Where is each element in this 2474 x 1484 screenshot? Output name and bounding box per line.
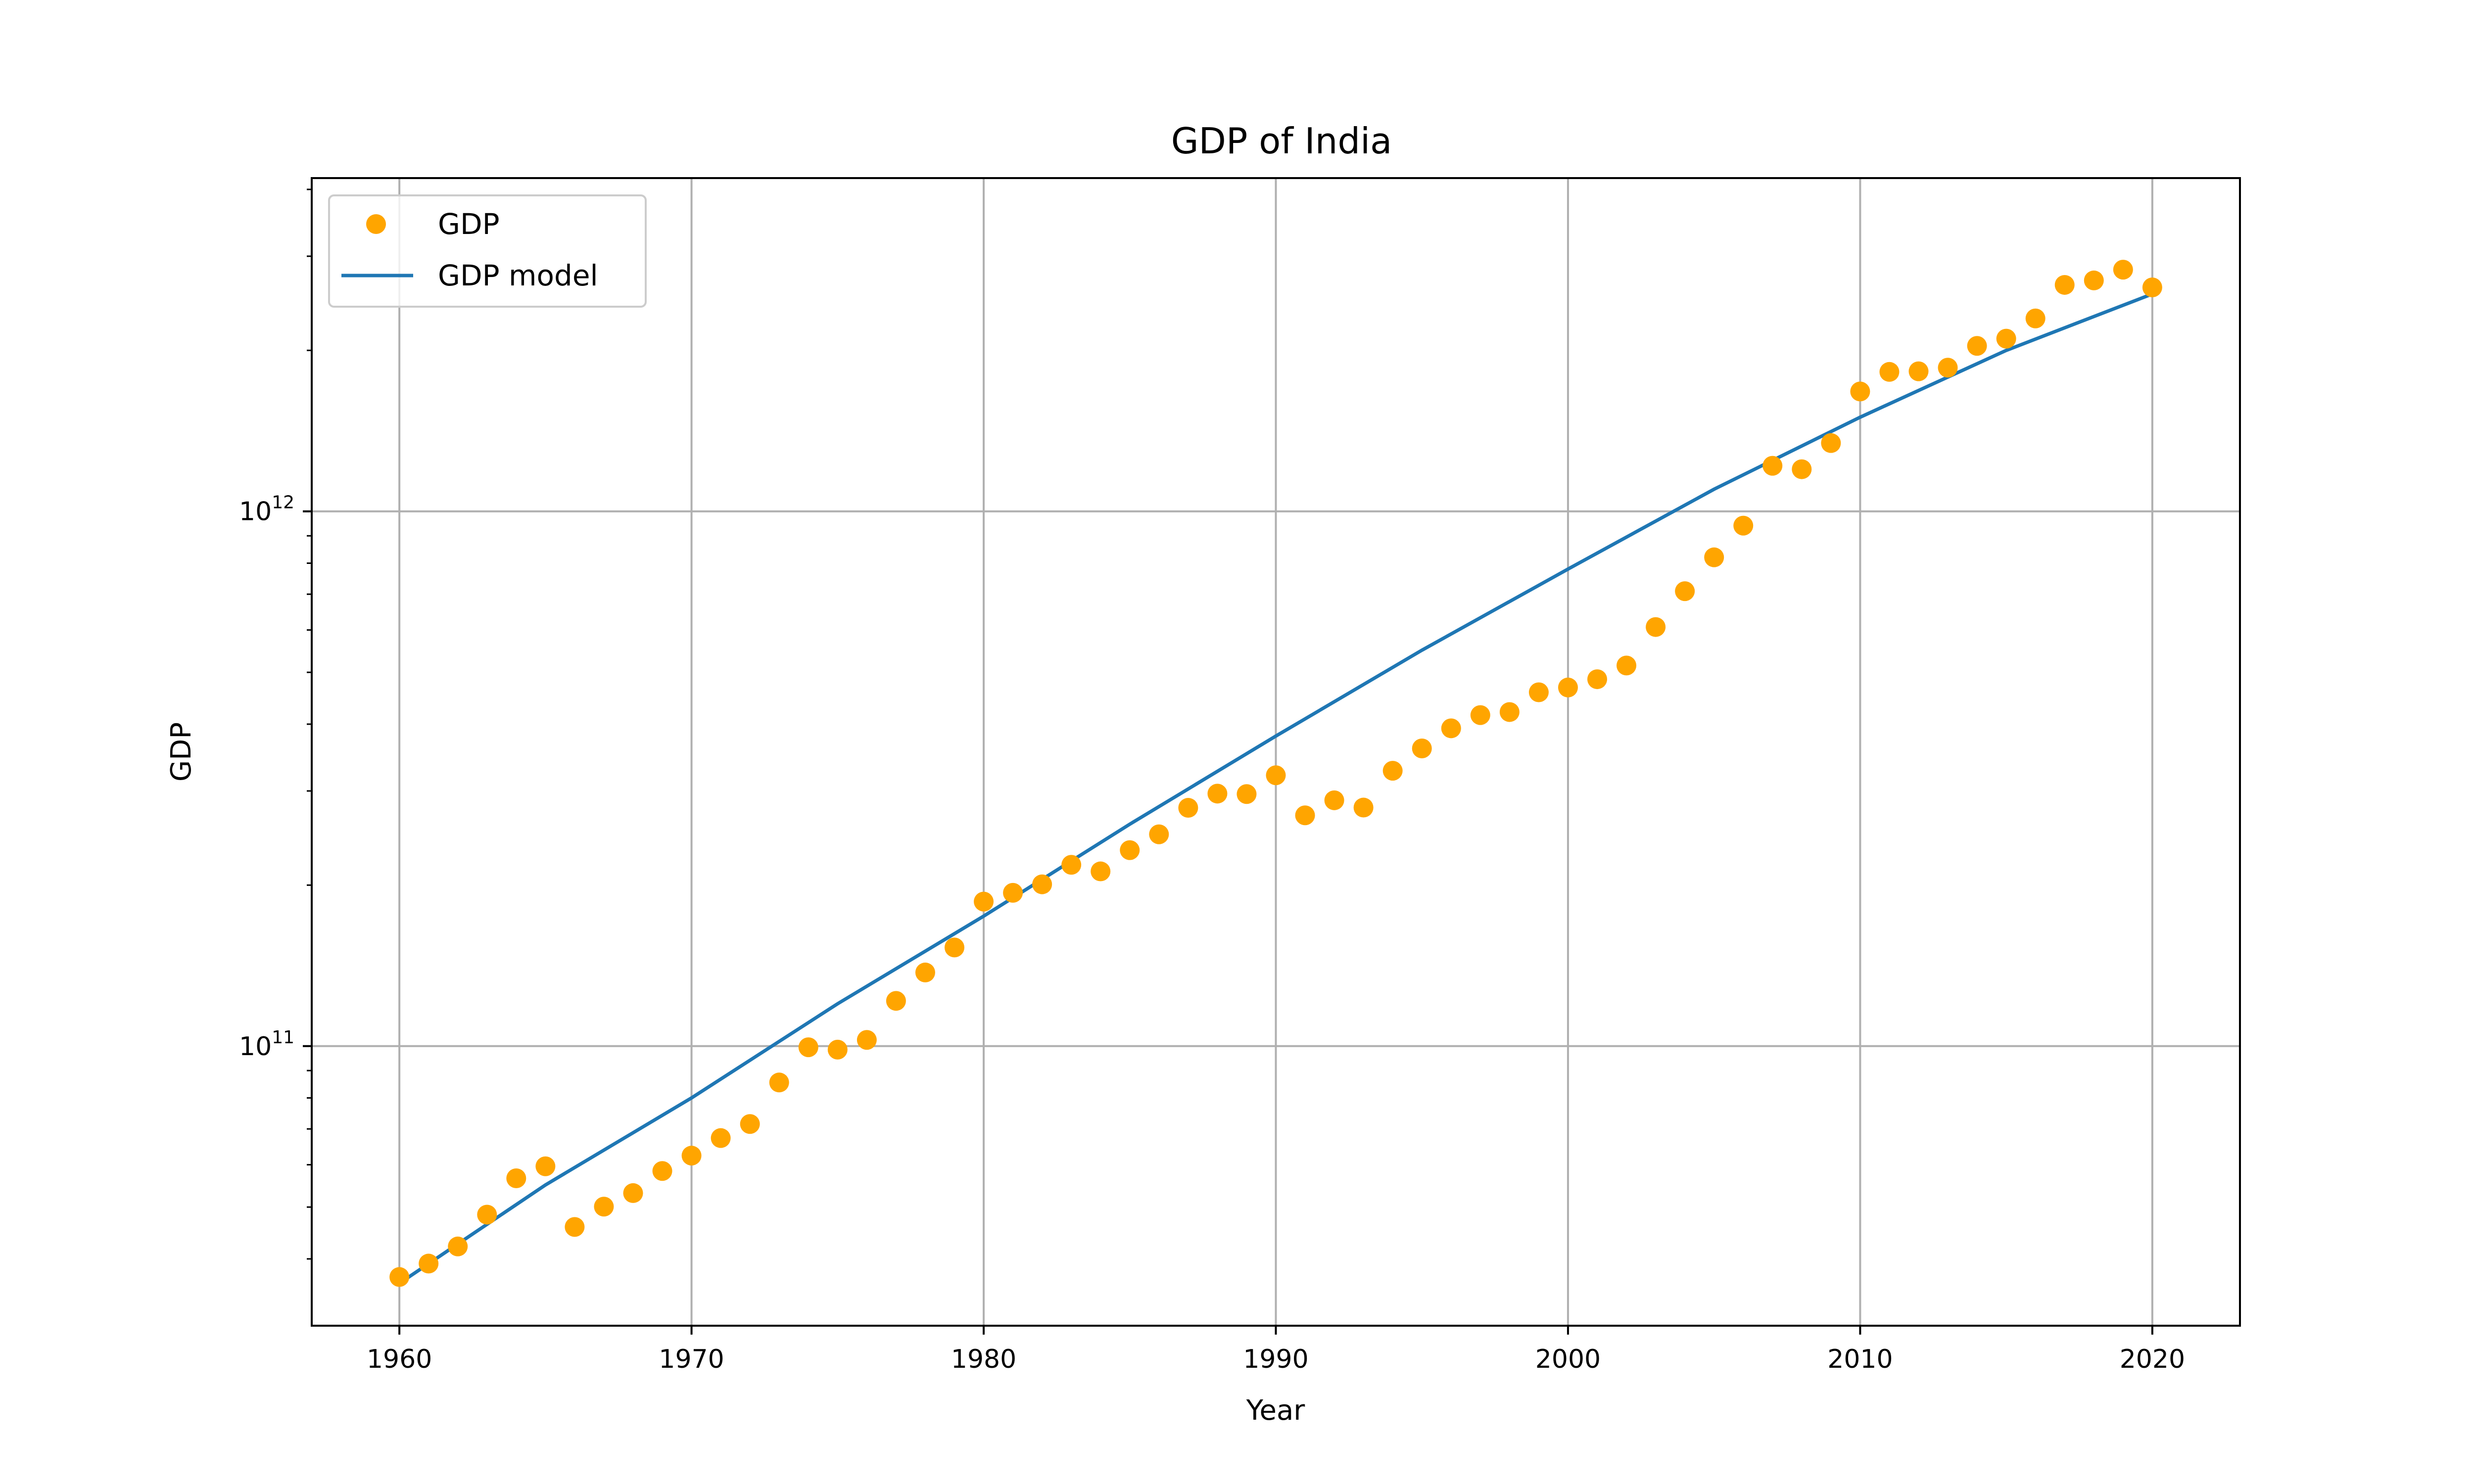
gdp-point <box>477 1205 497 1225</box>
gdp-point <box>1617 655 1637 676</box>
gdp-point <box>506 1168 526 1188</box>
y-tick-label: 1011 <box>239 1027 294 1062</box>
gdp-point <box>623 1183 643 1203</box>
gdp-point <box>448 1236 468 1256</box>
gdp-point <box>1996 328 2016 349</box>
legend-gdp-model-label: GDP model <box>438 259 598 292</box>
gdp-point <box>1149 824 1169 844</box>
x-tick-label: 2000 <box>1535 1345 1601 1374</box>
x-tick-label: 1980 <box>951 1345 1016 1374</box>
gdp-point <box>1032 874 1052 894</box>
gdp-point <box>974 891 994 912</box>
gdp-point <box>1295 805 1315 826</box>
gdp-point <box>1061 855 1082 875</box>
x-axis: 1960 1970 1980 1990 2000 2010 2020 <box>367 1326 2185 1374</box>
x-tick-label: 2020 <box>2120 1345 2185 1374</box>
y-tick-label: 1012 <box>239 493 294 527</box>
gdp-point <box>915 962 935 982</box>
y-axis: 1011 1012 <box>239 493 312 1062</box>
gdp-point <box>945 937 964 958</box>
gdp-point <box>1587 669 1607 690</box>
gdp-point <box>1733 515 1754 536</box>
gdp-point <box>1704 547 1724 567</box>
gdp-point <box>740 1114 760 1134</box>
chart-title: GDP of India <box>1171 120 1392 162</box>
gdp-point <box>1879 362 1900 382</box>
gdp-point <box>1091 861 1111 881</box>
y-axis-label: GDP <box>165 722 197 782</box>
gdp-point <box>1353 797 1374 818</box>
gdp-point <box>886 991 906 1011</box>
gdp-point <box>1908 361 1929 381</box>
gdp-point <box>1470 705 1490 725</box>
gdp-point <box>2142 278 2162 298</box>
gdp-point <box>652 1161 672 1181</box>
plot-frame <box>311 177 2241 1327</box>
gdp-point <box>1646 617 1666 637</box>
gdp-point <box>1850 381 1870 402</box>
gdp-point <box>1938 358 1958 378</box>
gdp-point <box>2054 275 2075 295</box>
legend-box <box>328 194 647 308</box>
gdp-point <box>798 1037 818 1058</box>
legend: GDP GDP model <box>328 194 647 308</box>
gdp-point <box>711 1128 731 1148</box>
x-tick-label: 1990 <box>1243 1345 1308 1374</box>
gdp-point <box>1382 761 1403 781</box>
gdp-point <box>1207 784 1228 804</box>
x-tick-label: 1970 <box>659 1345 724 1374</box>
gdp-point <box>1762 456 1783 476</box>
gdp-point <box>1821 433 1841 453</box>
gdp-point <box>594 1197 614 1217</box>
gdp-point <box>2084 270 2104 290</box>
gdp-point <box>1675 581 1695 602</box>
x-tick-label: 2010 <box>1827 1345 1893 1374</box>
gdp-point <box>856 1030 877 1050</box>
gdp-point <box>1967 336 1987 356</box>
gdp-point <box>1792 459 1812 479</box>
gdp-point <box>2113 260 2133 280</box>
gdp-point <box>1499 702 1520 722</box>
gdp-point <box>1528 682 1549 702</box>
gdp-point <box>1178 798 1198 818</box>
gdp-point <box>1558 677 1578 697</box>
gdp-model-line <box>398 292 2153 1285</box>
gdp-point <box>2025 308 2046 328</box>
gdp-points <box>389 260 2162 1287</box>
gdp-point <box>1237 784 1257 804</box>
gdp-point <box>535 1156 556 1176</box>
x-tick-label: 1960 <box>367 1345 432 1374</box>
gdp-point <box>1120 840 1140 860</box>
gdp-point <box>681 1146 702 1166</box>
gdp-point <box>565 1217 585 1237</box>
gdp-point <box>827 1039 848 1060</box>
gdp-point <box>1324 790 1344 810</box>
grid-lines <box>312 178 2240 1326</box>
legend-gdp-label: GDP <box>438 207 500 241</box>
legend-gdp-marker <box>366 214 386 234</box>
gdp-point <box>1412 738 1432 758</box>
gdp-point <box>1003 882 1023 903</box>
gdp-point <box>1441 718 1461 739</box>
gdp-point <box>419 1253 439 1274</box>
x-axis-label: Year <box>1246 1394 1306 1427</box>
gdp-point <box>389 1267 410 1287</box>
gdp-point <box>769 1072 789 1093</box>
gdp-point <box>1266 765 1286 786</box>
